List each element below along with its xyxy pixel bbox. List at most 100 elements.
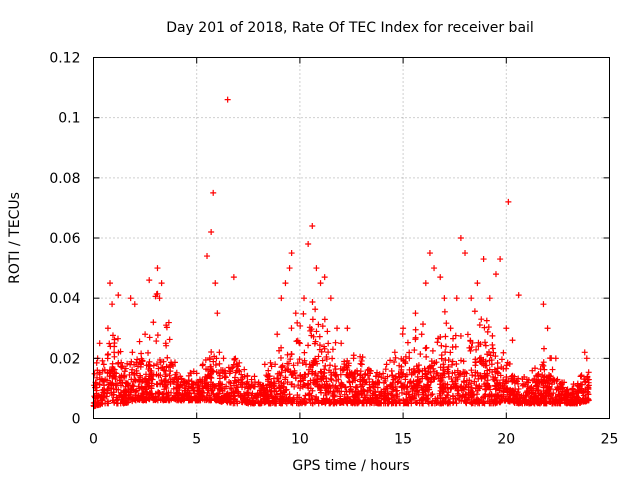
data-point: [312, 355, 319, 362]
data-point: [325, 349, 332, 356]
data-point: [230, 361, 237, 368]
data-point: [330, 392, 337, 399]
data-point: [296, 339, 303, 346]
data-point: [496, 386, 503, 393]
data-point: [389, 392, 396, 399]
data-point: [540, 359, 547, 366]
data-point: [399, 331, 406, 338]
data-point: [392, 398, 399, 405]
data-point: [412, 334, 419, 341]
data-point: [231, 392, 238, 399]
data-point: [387, 357, 394, 364]
data-point: [282, 376, 289, 383]
y-tick-label: 0: [72, 412, 81, 428]
data-point: [323, 391, 330, 398]
data-point-peak: [492, 271, 499, 278]
data-point: [465, 389, 472, 396]
data-point-peak: [577, 373, 584, 380]
data-point: [332, 339, 339, 346]
data-point: [350, 393, 357, 400]
data-point: [174, 392, 181, 399]
data-point: [430, 365, 437, 372]
data-point: [94, 402, 101, 409]
data-point: [378, 388, 385, 395]
data-point: [414, 373, 421, 380]
data-point-peak: [158, 280, 165, 287]
data-point: [374, 369, 381, 376]
data-point: [345, 374, 352, 381]
data-point: [493, 394, 500, 401]
data-point: [190, 380, 197, 387]
data-point-peak: [115, 292, 122, 299]
data-point: [513, 399, 520, 406]
data-point: [301, 349, 308, 356]
data-point: [450, 335, 457, 342]
data-point: [301, 382, 308, 389]
data-point: [492, 386, 499, 393]
data-point: [296, 394, 303, 401]
data-point: [452, 395, 459, 402]
data-point: [388, 396, 395, 403]
data-point: [559, 385, 566, 392]
data-point: [500, 376, 507, 383]
data-point: [515, 380, 522, 387]
data-point: [213, 392, 220, 399]
data-point: [402, 353, 409, 360]
data-point: [340, 399, 347, 406]
data-point: [335, 376, 342, 383]
data-point-peak: [204, 253, 211, 260]
data-point: [437, 392, 444, 399]
data-point-peak: [199, 361, 206, 368]
data-point: [136, 338, 143, 345]
data-point: [317, 368, 324, 375]
data-point: [327, 385, 334, 392]
data-point: [276, 384, 283, 391]
data-point: [323, 353, 330, 360]
data-point: [409, 387, 416, 394]
data-point-peak: [412, 310, 419, 317]
data-point: [307, 385, 314, 392]
data-point: [157, 359, 164, 366]
data-point: [294, 319, 301, 326]
data-point: [483, 380, 490, 387]
data-point: [329, 355, 336, 362]
data-point-peak: [350, 355, 357, 362]
data-point: [312, 338, 319, 345]
data-point: [406, 349, 413, 356]
data-point: [414, 382, 421, 389]
data-point: [347, 399, 354, 406]
data-point: [118, 364, 125, 371]
data-point: [429, 400, 436, 407]
data-point-peak: [137, 361, 144, 368]
data-point: [223, 397, 230, 404]
data-point: [494, 381, 501, 388]
data-point: [291, 369, 298, 376]
data-point: [146, 362, 153, 369]
data-point: [481, 339, 488, 346]
data-point: [301, 398, 308, 405]
y-tick-label: 0.12: [49, 51, 80, 67]
data-point: [462, 384, 469, 391]
data-point: [568, 399, 575, 406]
data-point-peak: [431, 265, 438, 272]
data-point: [228, 389, 235, 396]
data-point: [424, 375, 431, 382]
data-point: [195, 381, 202, 388]
data-point: [484, 328, 491, 335]
data-point-peak: [383, 361, 390, 368]
data-point-peak: [127, 295, 134, 302]
data-point: [488, 393, 495, 400]
data-point: [129, 349, 136, 356]
data-point: [148, 380, 155, 387]
data-point: [128, 376, 135, 383]
data-point: [128, 358, 135, 365]
data-point-peak: [251, 373, 258, 380]
data-point-peak: [224, 96, 231, 103]
data-point-peak: [173, 385, 180, 392]
y-tick-label: 0.04: [49, 291, 80, 307]
data-point: [417, 351, 424, 358]
data-point: [487, 352, 494, 359]
data-point: [300, 310, 307, 317]
data-point: [518, 393, 525, 400]
data-point: [577, 381, 584, 388]
